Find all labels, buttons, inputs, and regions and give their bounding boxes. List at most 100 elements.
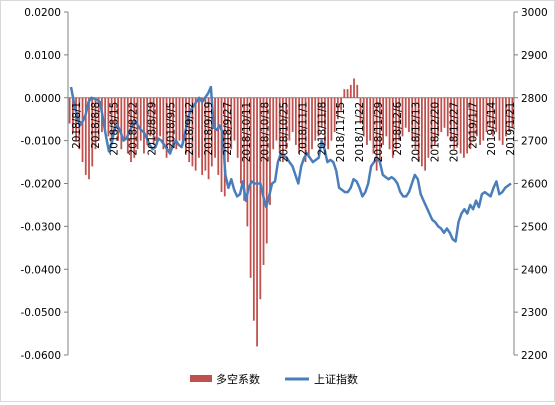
bar <box>385 97 388 137</box>
bar <box>120 97 123 150</box>
legend-label-bars: 多空系数 <box>216 372 260 386</box>
legend: 多空系数 上证指数 <box>190 372 358 386</box>
bar <box>288 97 291 141</box>
bar <box>466 97 469 154</box>
bar <box>207 97 210 180</box>
x-axis-tick-label: 2018/8/22 <box>128 102 140 156</box>
bar <box>327 97 330 150</box>
bar <box>291 97 294 133</box>
bar <box>233 97 236 141</box>
bar <box>320 97 323 128</box>
bar <box>178 97 181 141</box>
x-axis-tick-label: 2018/12/6 <box>392 101 404 155</box>
bar <box>495 97 498 133</box>
bar <box>126 97 129 154</box>
right-axis-tick-label: 2700 <box>521 136 548 148</box>
bar <box>492 97 494 137</box>
bar <box>168 97 171 154</box>
bar <box>505 97 507 137</box>
bar <box>446 97 449 137</box>
bar <box>175 97 178 150</box>
x-axis-tick-label: 2018/11/22 <box>354 102 366 163</box>
bar <box>191 97 194 167</box>
x-axis-tick-label: 2018/10/25 <box>279 102 291 163</box>
left-axis-tick-label: 0.0000 <box>24 93 61 105</box>
bar <box>68 97 71 124</box>
x-axis-tick-label: 2019/1/21 <box>505 102 517 156</box>
bar <box>469 97 472 150</box>
bar <box>472 97 475 141</box>
bar <box>395 97 397 150</box>
bar <box>159 97 161 137</box>
bar <box>427 97 430 158</box>
bar <box>511 97 514 128</box>
x-axis-tick-label: 2018/10/18 <box>260 102 272 163</box>
bar <box>227 97 229 163</box>
right-axis-tick-label: 3000 <box>521 7 548 19</box>
x-axis-tick-label: 2018/8/15 <box>109 102 121 156</box>
bar <box>188 97 191 163</box>
bar <box>430 97 433 150</box>
right-axis-tick-label: 2200 <box>521 350 548 362</box>
bar <box>437 97 439 137</box>
bar <box>278 97 281 154</box>
bar <box>482 97 485 141</box>
bar <box>104 97 107 128</box>
bar <box>366 97 368 145</box>
bar <box>433 97 436 145</box>
bar <box>240 97 242 184</box>
bar <box>204 97 207 171</box>
right-axis-tick-label: 2500 <box>521 221 548 233</box>
bar <box>249 97 252 278</box>
left-axis-tick-label: -0.0400 <box>20 264 61 276</box>
bar <box>256 97 258 347</box>
bar <box>194 97 197 171</box>
bar <box>356 84 359 98</box>
bar <box>220 97 223 193</box>
bar <box>84 97 87 175</box>
bar <box>359 97 362 124</box>
bar <box>198 97 200 158</box>
bar <box>456 97 459 145</box>
axes: 0.0200 0.0100 0.0000 -0.0100 -0.0200 -0.0300 -… <box>20 7 547 362</box>
bar <box>88 97 90 180</box>
x-axis-tick-label: 2018/8/1 <box>71 102 83 149</box>
bar <box>172 97 174 145</box>
x-axis-tick-label: 2018/9/5 <box>165 102 177 149</box>
bar <box>269 97 271 205</box>
bar <box>181 97 184 145</box>
bar <box>475 97 478 137</box>
bar <box>311 97 313 150</box>
bar <box>143 97 145 154</box>
bar <box>294 97 297 145</box>
bar <box>346 89 349 98</box>
bar <box>91 97 94 167</box>
bar <box>97 97 100 141</box>
bar <box>113 97 116 133</box>
bar <box>282 97 284 163</box>
x-axis-tick-label: 2018/12/13 <box>411 102 423 163</box>
bar <box>314 97 317 141</box>
bar <box>508 97 511 133</box>
bar <box>217 97 220 175</box>
x-axis-tick-label: 2018/11/1 <box>297 102 309 156</box>
legend-label-line: 上证指数 <box>314 372 358 386</box>
x-axis-tick-label: 2018/12/27 <box>448 102 460 163</box>
x-axis-tick-label: 2018/11/29 <box>373 102 385 163</box>
bar <box>378 97 381 163</box>
legend-swatch-bars <box>190 375 212 382</box>
bar <box>450 97 452 141</box>
bar <box>285 97 288 150</box>
x-axis-tick-label: 2019/1/7 <box>467 102 479 149</box>
bar <box>485 97 488 133</box>
bar <box>246 97 249 227</box>
bar <box>107 97 110 137</box>
left-axis-tick-label: -0.0500 <box>20 307 61 319</box>
bar <box>317 97 320 137</box>
bar <box>362 97 365 137</box>
bar <box>155 97 158 141</box>
bar <box>488 97 491 128</box>
bar <box>139 97 142 141</box>
